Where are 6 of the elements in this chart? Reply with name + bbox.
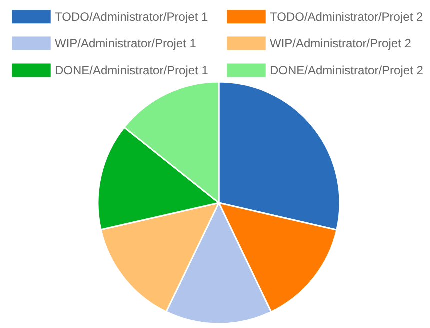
legend-label: DONE/Administrator/Projet 1 (55, 64, 209, 78)
legend-label: TODO/Administrator/Projet 1 (55, 10, 208, 24)
legend-label: WIP/Administrator/Projet 2 (270, 36, 412, 50)
legend-label: TODO/Administrator/Projet 2 (270, 10, 424, 24)
legend-label: WIP/Administrator/Projet 1 (55, 36, 197, 50)
legend-label: DONE/Administrator/Projet 2 (270, 64, 424, 78)
